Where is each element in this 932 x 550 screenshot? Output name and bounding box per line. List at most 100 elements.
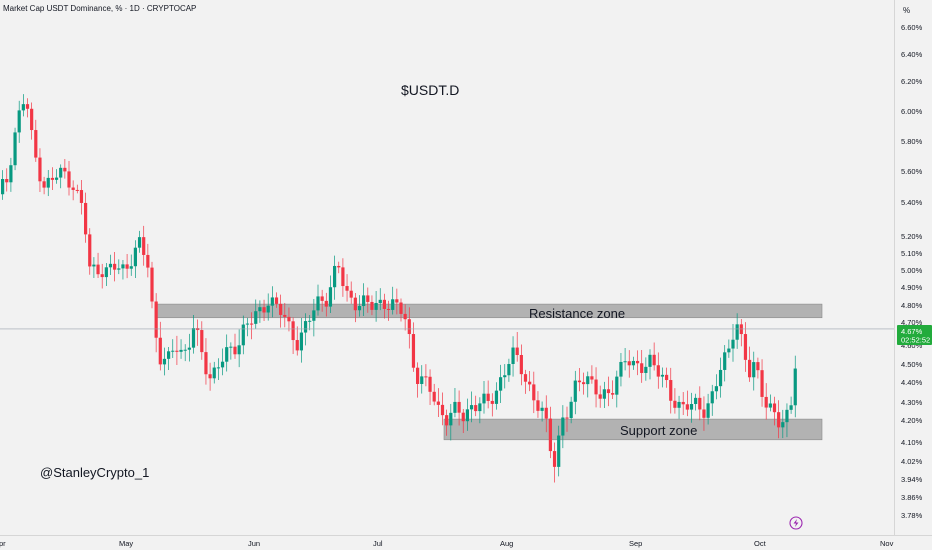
candle-body (88, 234, 92, 267)
candle-body (54, 177, 59, 180)
candle-body (30, 108, 34, 131)
zones-layer (154, 303, 823, 441)
candle-body (465, 409, 469, 422)
candle-body (411, 334, 416, 368)
candle-body (706, 403, 710, 418)
y-tick-label: 5.10% (901, 249, 923, 258)
candle-body (229, 346, 233, 348)
candle-body (569, 401, 573, 418)
candle-body (108, 263, 113, 268)
candle-body (233, 346, 237, 355)
candle-body (254, 311, 258, 324)
candle-body (241, 324, 245, 346)
y-tick-label: 4.70% (901, 318, 923, 327)
candle-body (611, 393, 615, 395)
candle-body (179, 349, 183, 352)
candle-body (67, 171, 71, 188)
price-tag: 4.67% 02:52:52 (897, 325, 932, 345)
candle-body (366, 295, 370, 302)
candle-body (337, 265, 341, 268)
candle-body (424, 376, 428, 378)
candle-body (303, 321, 308, 333)
candle-body (59, 167, 63, 178)
candle-body (374, 302, 378, 310)
y-tick-label: 6.20% (901, 77, 923, 86)
y-tick-label: 5.20% (901, 232, 923, 241)
candle-body (308, 320, 312, 322)
candle-body (320, 296, 324, 301)
candle-body (777, 412, 781, 428)
candle-body (756, 362, 760, 371)
candle-body (220, 361, 225, 368)
candle-body (428, 376, 432, 392)
candle-body (640, 363, 644, 373)
candle-body (312, 310, 316, 321)
candle-body (9, 165, 13, 183)
candle-body (183, 349, 187, 351)
candle-body (665, 374, 669, 381)
x-tick-label: Apr (0, 539, 6, 548)
candle-body (117, 268, 121, 270)
candle-body (474, 405, 478, 412)
y-tick-label: 4.10% (901, 438, 923, 447)
candle-body (200, 330, 204, 353)
candle-body (403, 313, 407, 320)
candle-body (785, 409, 789, 423)
candle-body (723, 352, 727, 370)
y-tick-label: 6.60% (901, 23, 923, 32)
candle-body (727, 348, 731, 353)
candle-body (511, 347, 515, 365)
candle-body (262, 307, 266, 313)
candle-body (440, 404, 445, 416)
candle-body (279, 303, 283, 315)
candle-body (287, 316, 291, 322)
y-axis-unit: % (903, 6, 910, 15)
candle-body (594, 379, 598, 395)
candle-body (291, 321, 295, 341)
candle-body (328, 287, 333, 307)
lightning-icon[interactable] (789, 516, 803, 530)
x-tick-label: Jul (373, 539, 383, 548)
candle-body (536, 400, 540, 411)
candle-body (544, 407, 548, 419)
candle-body (416, 367, 420, 384)
candle-body (694, 397, 698, 405)
candle-body (577, 380, 582, 383)
candle-body (540, 407, 544, 411)
candle-body (370, 301, 374, 310)
y-axis[interactable]: 6.60% 6.40% 6.20% 6.00% 5.80% 5.60% 5.40% 5.20%… (894, 0, 923, 535)
candle-body (731, 339, 735, 349)
candle-body (685, 404, 689, 410)
candle-body (519, 355, 523, 375)
resistance-zone-label: Resistance zone (529, 306, 625, 321)
y-tick-label: 4.60% (901, 341, 923, 350)
y-tick-label: 3.78% (901, 511, 923, 520)
y-tick-label: 3.94% (901, 475, 923, 484)
candle-body (619, 361, 623, 377)
candle-body (142, 237, 146, 255)
y-tick-label: 3.86% (901, 493, 923, 502)
candle-body (644, 366, 648, 373)
candle-body (5, 179, 9, 183)
candle-body (565, 417, 569, 419)
candle-body (100, 274, 104, 278)
author-label: @StanleyCrypto_1 (40, 465, 149, 480)
candle-body (399, 302, 403, 314)
candle-body (557, 435, 561, 467)
price-tag-value: 4.67% (901, 327, 923, 336)
candle-body (250, 323, 254, 325)
candle-body (353, 297, 357, 311)
candle-body (75, 189, 79, 191)
candle-body (324, 300, 328, 307)
candle-body (702, 409, 706, 418)
y-tick-label: 6.40% (901, 50, 923, 59)
candle-body (299, 332, 303, 351)
candle-body (523, 374, 528, 382)
candle-body (453, 401, 457, 413)
x-axis[interactable]: Apr May Jun Jul Aug Sep Oct Nov (0, 535, 932, 549)
x-tick-label: May (119, 539, 133, 548)
candle-body (673, 400, 677, 408)
candle-body (187, 347, 191, 350)
candle-body (482, 393, 486, 404)
